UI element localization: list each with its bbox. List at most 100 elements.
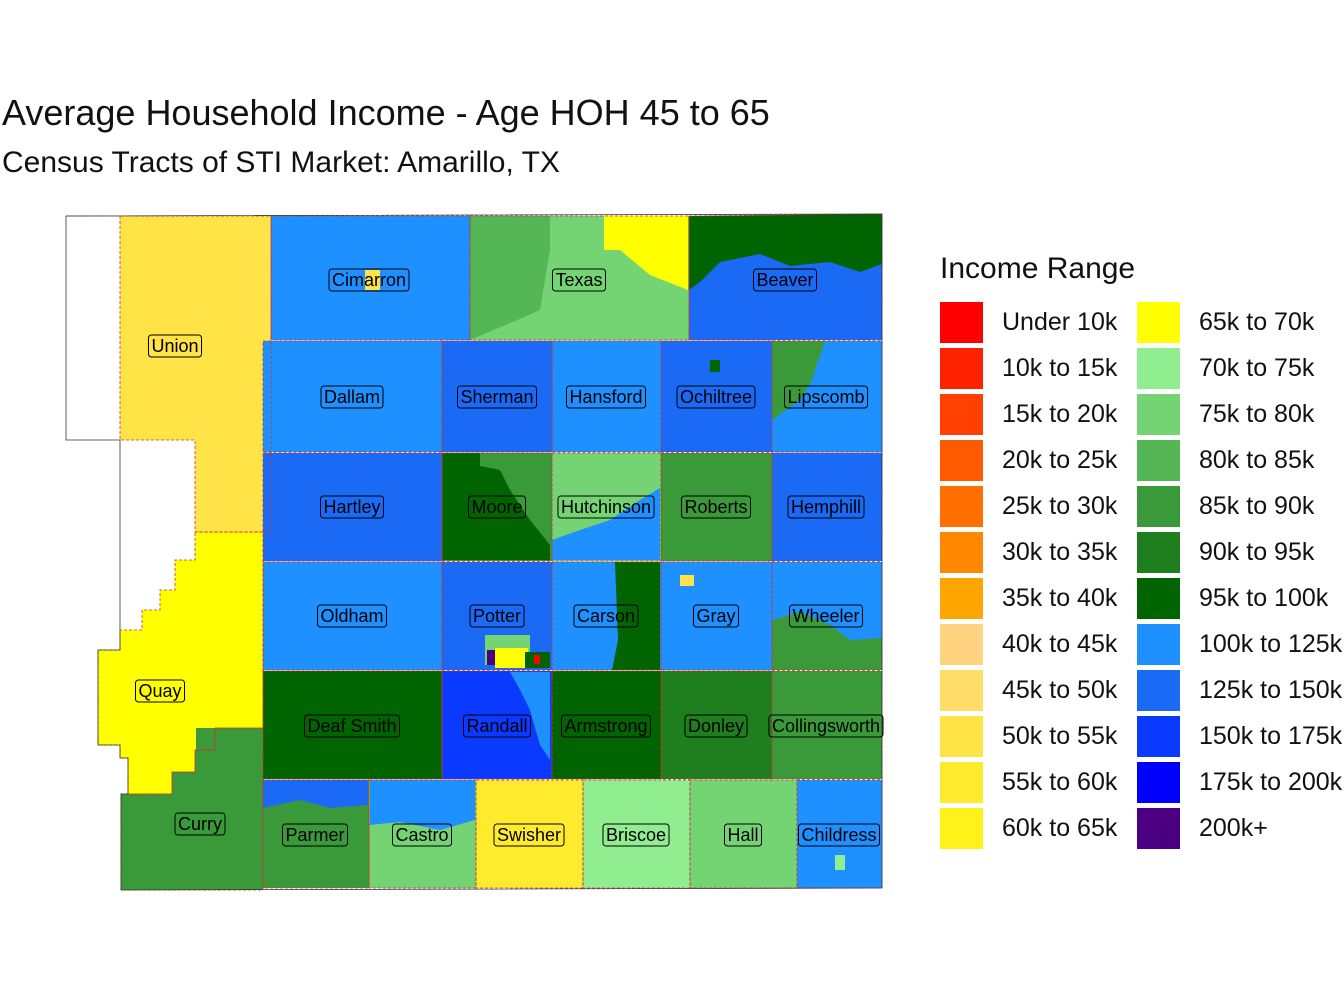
legend-label: 75k to 80k [1199, 400, 1315, 428]
legend-swatch [1137, 670, 1180, 711]
map-subtitle: Census Tracts of STI Market: Amarillo, T… [2, 146, 560, 179]
county-collingsworth [772, 671, 882, 779]
legend-label: 175k to 200k [1199, 768, 1343, 796]
county-label-box [752, 268, 818, 292]
county-label-union: Union [151, 336, 198, 356]
legend-label: 55k to 60k [1002, 768, 1118, 796]
choropleth-map: Union Cimarron Texas Beaver Dallam Sherman Han… [65, 213, 884, 891]
county-sherman [442, 341, 552, 452]
county-border-gray [660, 561, 773, 671]
county-label-deaf-smith: Deaf Smith [307, 716, 396, 736]
county-border-parmer [262, 779, 370, 889]
legend-swatch [940, 716, 983, 757]
county-border-sherman [441, 340, 553, 453]
county-label-box [560, 714, 652, 738]
county-ochiltree [661, 341, 772, 452]
county-border-donley [660, 670, 773, 780]
county-label-box [797, 823, 881, 847]
county-label-box [319, 495, 385, 519]
county-label-hemphill: Hemphill [791, 497, 861, 517]
county-label-dallam: Dallam [324, 387, 380, 407]
legend-swatch [940, 348, 983, 389]
legend-swatch [940, 302, 983, 343]
county-hansford [552, 341, 661, 452]
legend-label: 15k to 20k [1002, 400, 1118, 428]
county-label-box [723, 823, 763, 847]
legend-label: Under 10k [1002, 308, 1118, 336]
county-label-swisher: Swisher [497, 825, 561, 845]
county-label-box [692, 604, 740, 628]
county-label-box [328, 268, 410, 292]
county-dallam [263, 341, 442, 452]
county-label-hutchinson: Hutchinson [561, 497, 651, 517]
county-label-box [147, 334, 203, 358]
county-label-box [565, 385, 647, 409]
county-label-box [469, 604, 525, 628]
legend-swatch [1137, 394, 1180, 435]
legend-swatch [1137, 578, 1180, 619]
legend-label: 35k to 40k [1002, 584, 1118, 612]
county-label-box [787, 495, 865, 519]
legend-label: 20k to 25k [1002, 446, 1118, 474]
county-label-lipscomb: Lipscomb [787, 387, 864, 407]
county-label-box [467, 495, 527, 519]
county-label-box [320, 385, 384, 409]
county-hemphill [772, 453, 882, 561]
county-label-hall: Hall [727, 825, 758, 845]
legend-swatch [940, 532, 983, 573]
county-label-collingsworth: Collingsworth [772, 716, 880, 736]
legend-swatch [940, 394, 983, 435]
legend-label: 25k to 30k [1002, 492, 1118, 520]
county-label-box [281, 823, 349, 847]
county-label-wheeler: Wheeler [792, 606, 859, 626]
county-donley [661, 671, 772, 779]
legend-title: Income Range [940, 252, 1136, 285]
county-hartley [263, 453, 442, 561]
county-label-box [602, 823, 670, 847]
county-label-box [456, 385, 538, 409]
county-label-box [684, 714, 748, 738]
county-label-box [680, 495, 752, 519]
county-label-box [551, 268, 607, 292]
county-label-box [174, 812, 226, 836]
county-label-box [557, 495, 655, 519]
county-label-box [788, 604, 864, 628]
county-label-donley: Donley [688, 716, 744, 736]
legend-label: 125k to 150k [1199, 676, 1343, 704]
county-label-moore: Moore [471, 497, 522, 517]
county-label-briscoe: Briscoe [606, 825, 666, 845]
county-label-cimarron: Cimarron [332, 270, 406, 290]
county-label-box [573, 604, 639, 628]
legend-swatch [940, 486, 983, 527]
legend-swatch [1137, 762, 1180, 803]
county-deaf-smith [263, 671, 442, 779]
legend-swatch [1137, 716, 1180, 757]
county-label-armstrong: Armstrong [564, 716, 647, 736]
county-label-box [676, 385, 756, 409]
legend-label: 100k to 125k [1199, 630, 1343, 658]
county-label-box [391, 823, 453, 847]
county-label-box [768, 714, 884, 738]
tract-details [196, 214, 882, 890]
legend-swatch [1137, 348, 1180, 389]
county-label-box [303, 714, 401, 738]
legend-swatch [940, 578, 983, 619]
legend-label: 200k+ [1199, 814, 1268, 842]
county-label-roberts: Roberts [684, 497, 747, 517]
legend-swatch [940, 670, 983, 711]
county-briscoe [583, 780, 690, 888]
legend-swatch [1137, 486, 1180, 527]
county-label-box [462, 714, 532, 738]
legend-swatch [1137, 808, 1180, 849]
legend-swatch [1137, 440, 1180, 481]
map-title: Average Household Income - Age HOH 45 to… [2, 92, 770, 133]
county-label-carson: Carson [577, 606, 635, 626]
county-borders [65, 213, 883, 891]
county-label-texas: Texas [555, 270, 602, 290]
county-union [66, 216, 271, 532]
legend-swatch [940, 762, 983, 803]
legend-label: 30k to 35k [1002, 538, 1118, 566]
legend-label: 85k to 90k [1199, 492, 1315, 520]
legend-label: 45k to 50k [1002, 676, 1118, 704]
legend-label: 95k to 100k [1199, 584, 1329, 612]
